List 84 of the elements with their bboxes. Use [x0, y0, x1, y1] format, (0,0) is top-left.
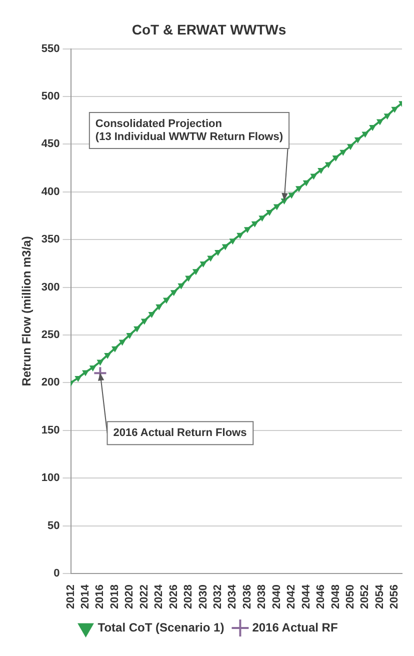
- x-tick-label: 2054: [374, 584, 386, 610]
- point: [141, 318, 148, 324]
- point: [200, 261, 206, 267]
- point: [104, 353, 111, 359]
- point: [362, 132, 368, 138]
- point: [170, 290, 177, 296]
- y-tick-label: 250: [41, 329, 60, 342]
- x-tick-label: 2016: [94, 584, 106, 610]
- point: [274, 204, 280, 210]
- point: [392, 106, 398, 112]
- point: [75, 376, 82, 382]
- legend-label: 2016 Actual RF: [252, 620, 338, 634]
- x-tick-label: 2028: [182, 584, 195, 610]
- x-tick-label: 2042: [286, 584, 298, 610]
- point: [332, 156, 339, 162]
- point: [90, 365, 96, 371]
- point: [318, 168, 324, 174]
- y-tick-label: 200: [41, 376, 60, 389]
- x-tick-label: 2032: [212, 584, 224, 610]
- point: [126, 333, 133, 339]
- point: [214, 250, 222, 256]
- y-tick-label: 50: [48, 520, 60, 532]
- y-tick-label: 550: [41, 42, 60, 55]
- point: [252, 221, 258, 227]
- x-tick-label: 2018: [108, 584, 121, 610]
- point: [134, 326, 140, 332]
- x-tick-label: 2034: [226, 584, 239, 610]
- point: [222, 244, 228, 250]
- point: [296, 186, 302, 192]
- x-tick-label: 2052: [359, 584, 372, 610]
- point: [259, 216, 266, 222]
- legend-label: Total CoT (Scenario 1): [98, 620, 224, 634]
- point: [119, 340, 126, 346]
- y-tick-label: 100: [41, 472, 60, 484]
- x-tick-label: 2024: [153, 584, 166, 610]
- point: [310, 174, 317, 180]
- x-tick-label: 2036: [241, 584, 254, 610]
- y-axis-title: Retrun Flow (million m3/a): [20, 236, 34, 386]
- point: [148, 312, 155, 318]
- y-tick-label: 450: [41, 138, 60, 150]
- point: [303, 180, 310, 186]
- annotation: 2016 Actual Return Flows: [113, 427, 247, 440]
- point: [340, 150, 346, 156]
- x-tick-label: 2048: [330, 584, 342, 610]
- y-tick-label: 500: [41, 90, 60, 103]
- x-tick-label: 2030: [197, 584, 210, 610]
- point: [185, 276, 192, 282]
- point: [208, 256, 214, 262]
- point: [266, 210, 273, 216]
- x-tick-label: 2026: [168, 584, 180, 610]
- x-tick-label: 2020: [124, 584, 136, 610]
- point: [369, 125, 376, 131]
- x-tick-label: 2038: [256, 584, 268, 610]
- annotation: Consolidated Projection (13 Individual WWTW Return Flows): [95, 118, 284, 144]
- point: [156, 304, 162, 310]
- x-tick-label: 2046: [315, 584, 328, 610]
- point: [384, 114, 390, 120]
- x-tick-label: 2014: [80, 584, 92, 610]
- point: [230, 238, 236, 244]
- point: [112, 346, 118, 352]
- point: [244, 227, 251, 233]
- y-tick-label: 400: [41, 186, 60, 198]
- point: [97, 360, 104, 366]
- y-tick-label: 350: [41, 234, 60, 246]
- point: [354, 137, 361, 143]
- x-tick-label: 2044: [300, 584, 312, 610]
- chart-title: CoT & ERWAT WWTWs: [132, 21, 286, 38]
- point: [347, 144, 354, 150]
- point: [288, 192, 295, 198]
- x-tick-label: 2040: [270, 584, 283, 610]
- y-tick-label: 300: [41, 281, 60, 294]
- point: [163, 298, 170, 304]
- point: [82, 370, 89, 376]
- point: [376, 119, 384, 125]
- x-tick-label: 2022: [138, 584, 150, 610]
- x-tick-label: 2050: [344, 584, 357, 610]
- point: [325, 162, 332, 168]
- point: [236, 232, 244, 238]
- y-tick-label: 150: [41, 424, 60, 436]
- y-tick-label: 0: [54, 568, 60, 580]
- point: [192, 269, 199, 275]
- x-tick-label: 2056: [388, 584, 401, 610]
- x-tick-label: 2012: [64, 584, 77, 610]
- point: [178, 283, 184, 289]
